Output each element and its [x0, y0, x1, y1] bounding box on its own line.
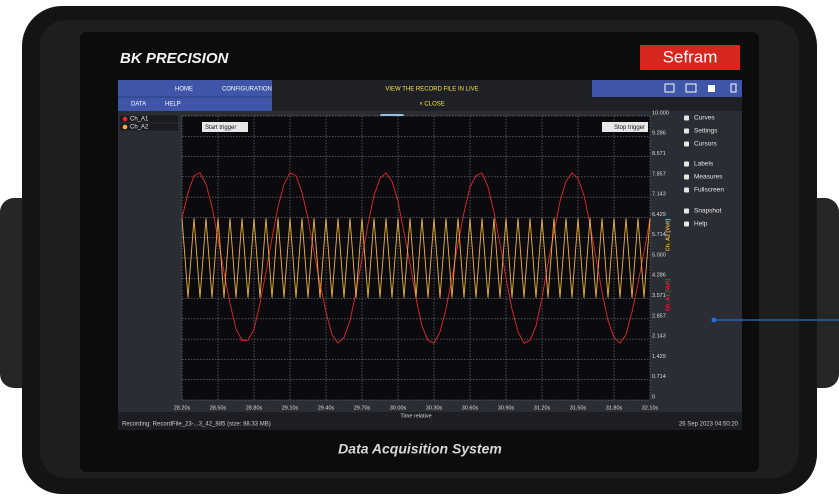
view-record-button[interactable]: VIEW THE RECORD FILE IN LIVE	[385, 87, 478, 93]
side-menu-item[interactable]: Cursors	[694, 141, 718, 148]
y-axis-label: Ch. A2 [Volt]	[665, 219, 671, 252]
x-tick-label: 30.00s	[390, 405, 407, 411]
legend-label[interactable]: Ch_A2	[130, 125, 149, 131]
side-menu-icon	[684, 128, 689, 134]
y-tick-label: 10.000	[652, 110, 669, 116]
status-right: 26 Sep 2023 04:50:20	[679, 422, 739, 428]
legend-swatch	[122, 124, 128, 130]
x-tick-label: 32.10s	[642, 405, 659, 411]
lock-icon[interactable]	[708, 85, 715, 92]
y-tick-label: 1.429	[652, 354, 666, 360]
layout-icon[interactable]	[685, 83, 697, 93]
legend-swatch	[122, 116, 128, 122]
series-line	[181, 218, 651, 298]
side-menu-icon	[684, 208, 689, 214]
y-tick-label: 3.571	[652, 293, 666, 299]
trigger-box	[202, 122, 248, 132]
x-tick-label: 29.40s	[318, 405, 335, 411]
y-tick-label: 2.143	[652, 334, 666, 340]
x-tick-label: 31.20s	[534, 405, 551, 411]
x-tick-label: 28.80s	[246, 405, 263, 411]
camera-icon[interactable]	[664, 83, 675, 93]
close-button[interactable]: × CLOSE	[419, 102, 445, 108]
x-tick-label: 29.70s	[354, 405, 371, 411]
side-menu-item[interactable]: Help	[694, 221, 708, 228]
side-menu-icon	[684, 141, 689, 147]
legend-label[interactable]: Ch_A1	[130, 117, 149, 123]
side-menu-item[interactable]: Curves	[694, 115, 715, 122]
side-menu-item[interactable]: Snapshot	[694, 208, 722, 215]
x-tick-label: 31.80s	[606, 405, 623, 411]
x-tick-label: 31.50s	[570, 405, 587, 411]
y-tick-label: 5.000	[652, 252, 666, 258]
x-tick-label: 29.10s	[282, 405, 299, 411]
home-button[interactable]: HOME	[175, 87, 193, 93]
logo: Sefram	[663, 47, 718, 66]
x-tick-label: 30.30s	[426, 405, 443, 411]
side-menu-item[interactable]: Measures	[694, 174, 723, 181]
y-tick-label: 7.857	[652, 171, 666, 177]
trigger-label: Stop trigger	[614, 125, 645, 131]
y-tick-label: 5.714	[652, 232, 666, 238]
brand: BK PRECISION	[120, 50, 230, 67]
data-button[interactable]: DATA	[131, 102, 146, 108]
status-bar	[118, 412, 742, 430]
side-menu-item[interactable]: Labels	[694, 161, 714, 168]
side-menu-icon	[684, 221, 689, 227]
x-axis-label: Time relative	[400, 413, 431, 419]
side-menu-item[interactable]: Fullscreen	[694, 187, 724, 194]
x-tick-label: 30.60s	[462, 405, 479, 411]
pointer-dot	[711, 317, 717, 323]
center-toolbar	[272, 80, 592, 111]
side-menu-icon	[684, 161, 689, 167]
trigger-box	[602, 122, 648, 132]
configuration-button[interactable]: CONFIGURATION	[222, 87, 272, 93]
side-menu-icon	[684, 115, 689, 121]
battery-icon[interactable]	[730, 83, 737, 93]
trigger-label: Start trigger	[205, 125, 236, 131]
right-toolbar	[592, 80, 742, 97]
logo-box	[640, 45, 740, 70]
y-tick-label: 9.286	[652, 131, 666, 137]
side-menu-icon	[684, 174, 689, 180]
y-axis-label: Ch. A1 [Volt]	[665, 279, 671, 312]
right-toolbar-lower	[592, 97, 742, 111]
x-tick-label: 28.50s	[210, 405, 227, 411]
help-button[interactable]: HELP	[165, 102, 181, 108]
side-menu-item[interactable]: Settings	[694, 128, 718, 135]
side-menu-icon	[684, 187, 689, 193]
y-tick-label: 2.857	[652, 313, 666, 319]
x-tick-label: 30.90s	[498, 405, 515, 411]
y-tick-label: 4.286	[652, 273, 666, 279]
y-tick-label: 6.429	[652, 212, 666, 218]
status-left: Recording: RecordFile_23-...3_42_885 (si…	[122, 422, 271, 428]
y-tick-label: 7.143	[652, 192, 666, 198]
y-tick-label: 0	[652, 394, 655, 400]
product-label: Data Acquisition System	[338, 441, 502, 457]
x-tick-label: 28.20s	[174, 405, 191, 411]
y-tick-label: 0.714	[652, 374, 666, 380]
left-toolbar	[118, 80, 272, 111]
legend-row	[120, 123, 178, 131]
y-tick-label: 8.571	[652, 151, 666, 157]
legend-row	[120, 115, 178, 123]
